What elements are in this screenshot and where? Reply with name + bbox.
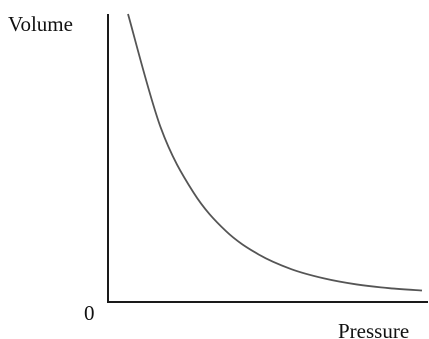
origin-label: 0: [84, 301, 95, 325]
y-axis-label: Volume: [8, 12, 73, 36]
x-axis-label: Pressure: [338, 319, 409, 339]
pressure-volume-curve: [127, 13, 423, 292]
